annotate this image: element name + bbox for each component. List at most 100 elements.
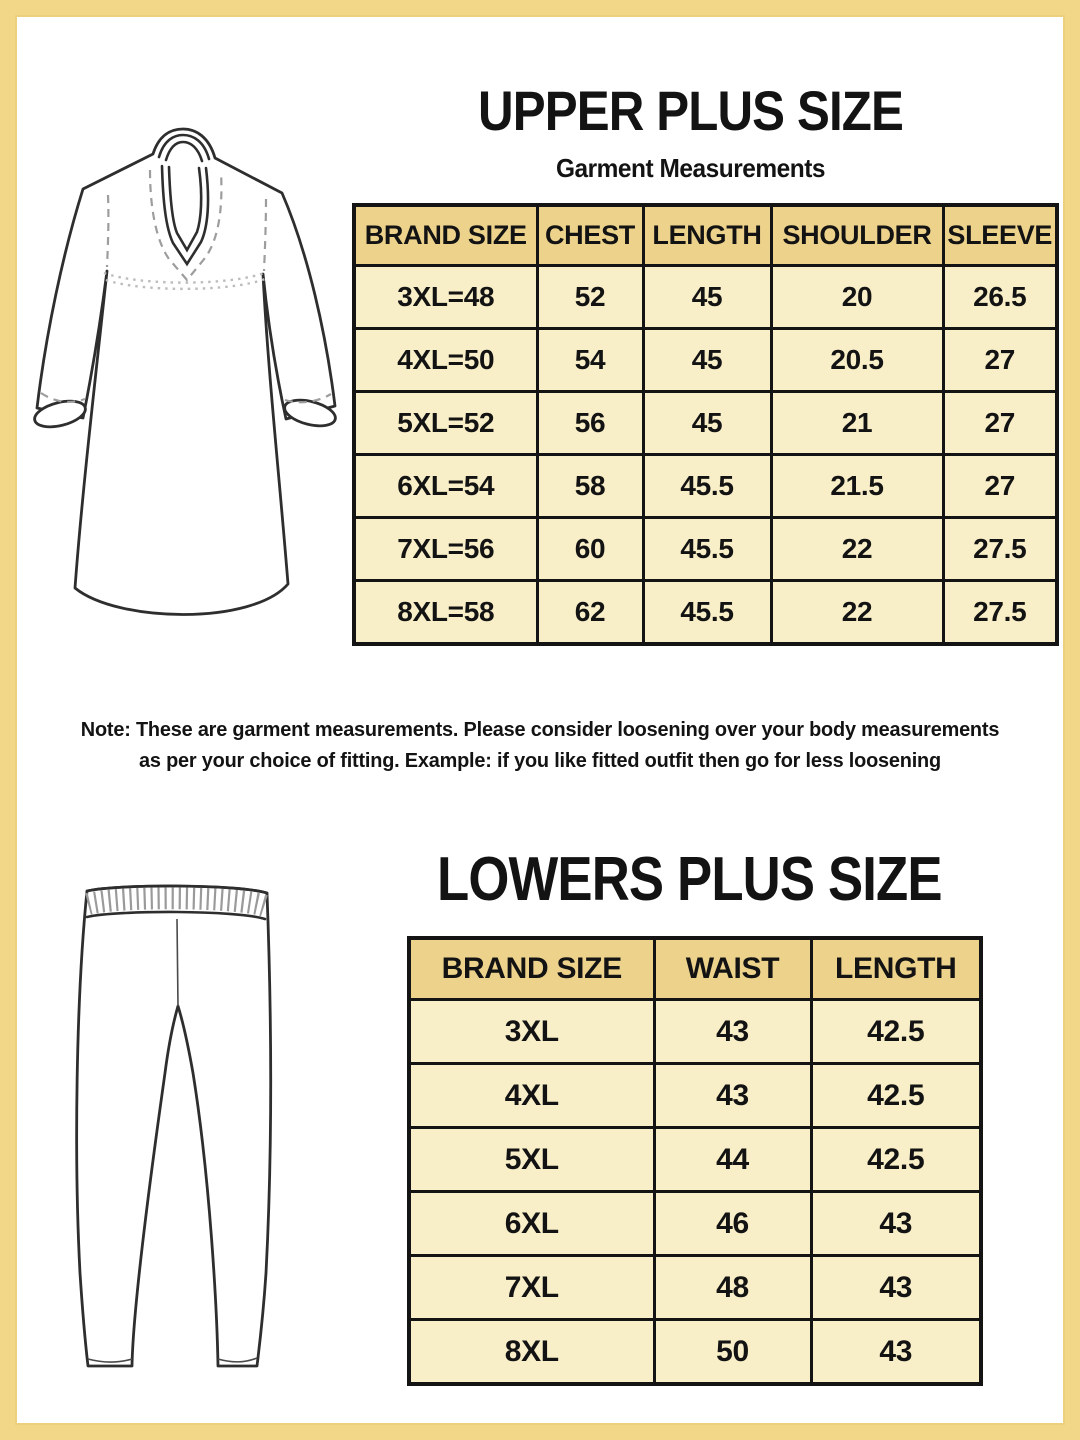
col-header-brand-size: BRAND SIZE (352, 203, 539, 267)
upper-size-table: BRAND SIZE CHEST LENGTH SHOULDER SLEEVE … (352, 203, 1059, 646)
cell: 22 (769, 516, 945, 582)
col-header-sleeve: SLEEVE (941, 203, 1059, 267)
note-text: Note: These are garment measurements. Pl… (55, 715, 1025, 777)
kurta-left-cuff (33, 399, 87, 429)
cell: 43 (809, 1318, 983, 1386)
lower-row-4xl: 4XL 43 42.5 (407, 1062, 983, 1129)
cell: 43 (652, 998, 813, 1065)
cell: 22 (769, 579, 945, 646)
cell: 45.5 (641, 453, 773, 519)
cell: 45 (641, 390, 773, 456)
col-header-chest: CHEST (535, 203, 645, 267)
cell: 54 (535, 327, 645, 393)
leggings-right-hem (217, 1357, 258, 1363)
cell: 7XL=56 (352, 516, 539, 582)
kurta-body-outline (35, 127, 337, 616)
col-header-brand-size: BRAND SIZE (407, 936, 656, 1001)
cell: 45.5 (641, 516, 773, 582)
cell: 4XL=50 (352, 327, 539, 393)
cell: 43 (652, 1062, 813, 1129)
leggings-waistband-ribbing (85, 887, 269, 917)
upper-row-8xl: 8XL=58 62 45.5 22 27.5 (352, 579, 1059, 646)
upper-row-4xl: 4XL=50 54 45 20.5 27 (352, 327, 1059, 393)
kurta-left-yoke-dashed (105, 194, 110, 268)
cell: 27 (941, 453, 1059, 519)
kurta-placket-seam-dashed (148, 169, 223, 282)
cell: 4XL (407, 1062, 656, 1129)
cell: 6XL (407, 1190, 656, 1257)
col-header-shoulder: SHOULDER (769, 203, 945, 267)
lower-size-table: BRAND SIZE WAIST LENGTH 3XL 43 42.5 4XL … (407, 936, 983, 1386)
kurta-collar-line (157, 133, 211, 161)
cell: 3XL=48 (352, 264, 539, 330)
cell: 42.5 (809, 1126, 983, 1193)
kurta-chest-dotted-1 (103, 270, 268, 284)
cell: 5XL=52 (352, 390, 539, 456)
cell: 58 (535, 453, 645, 519)
cell: 21.5 (769, 453, 945, 519)
cell: 5XL (407, 1126, 656, 1193)
kurta-placket-inner (167, 165, 203, 253)
lower-title: LOWERS PLUS SIZE (437, 845, 943, 914)
cell: 27 (941, 390, 1059, 456)
lower-header-row: BRAND SIZE WAIST LENGTH (407, 936, 983, 1001)
cell: 43 (809, 1190, 983, 1257)
cell: 6XL=54 (352, 453, 539, 519)
lower-row-3xl: 3XL 43 42.5 (407, 998, 983, 1065)
upper-row-3xl: 3XL=48 52 45 20 26.5 (352, 264, 1059, 330)
cell: 56 (535, 390, 645, 456)
cell: 62 (535, 579, 645, 646)
cell: 26.5 (941, 264, 1059, 330)
kurta-right-yoke-dashed (262, 198, 268, 272)
cell: 60 (535, 516, 645, 582)
cell: 45 (641, 327, 773, 393)
cell: 46 (652, 1190, 813, 1257)
cell: 48 (652, 1254, 813, 1321)
cell: 45.5 (641, 579, 773, 646)
col-header-waist: WAIST (652, 936, 813, 1001)
cell: 21 (769, 390, 945, 456)
cell: 42.5 (809, 1062, 983, 1129)
cell: 50 (652, 1318, 813, 1386)
kurta-right-cuff-dashed (284, 393, 332, 404)
leggings-illustration (75, 884, 273, 1368)
kurta-placket-outer (160, 164, 210, 267)
upper-row-6xl: 6XL=54 58 45.5 21.5 27 (352, 453, 1059, 519)
leggings-waistband-bottom (85, 910, 267, 921)
cell: 8XL (407, 1318, 656, 1386)
upper-title: UPPER PLUS SIZE (478, 79, 904, 142)
leggings-waistband-top (85, 884, 269, 895)
lower-row-5xl: 5XL 44 42.5 (407, 1126, 983, 1193)
cell: 44 (652, 1126, 813, 1193)
cell: 8XL=58 (352, 579, 539, 646)
cell: 20 (769, 264, 945, 330)
cell: 27 (941, 327, 1059, 393)
cell: 27.5 (941, 579, 1059, 646)
cell: 52 (535, 264, 645, 330)
col-header-length: LENGTH (809, 936, 983, 1001)
cell: 43 (809, 1254, 983, 1321)
kurta-left-cuff-dashed (40, 392, 86, 404)
lower-row-6xl: 6XL 46 43 (407, 1190, 983, 1257)
leggings-left-hem (87, 1358, 133, 1363)
lower-row-8xl: 8XL 50 43 (407, 1318, 983, 1386)
upper-header-row: BRAND SIZE CHEST LENGTH SHOULDER SLEEVE (352, 203, 1059, 267)
col-header-length: LENGTH (641, 203, 773, 267)
cell: 20.5 (769, 327, 945, 393)
upper-subtitle: Garment Measurements (555, 153, 826, 183)
note-line-1: Note: These are garment measurements. Pl… (80, 718, 1000, 741)
cell: 45 (641, 264, 773, 330)
cell: 7XL (407, 1254, 656, 1321)
note-line-2: as per your choice of fitting. Example: … (139, 748, 941, 772)
upper-row-7xl: 7XL=56 60 45.5 22 27.5 (352, 516, 1059, 582)
leggings-outline (75, 884, 273, 1368)
kurta-right-cuff (283, 398, 337, 428)
kurta-collar-line-inner (164, 140, 204, 163)
cell: 3XL (407, 998, 656, 1065)
leggings-center-seam (176, 918, 179, 1007)
kurta-illustration (33, 127, 337, 616)
upper-row-5xl: 5XL=52 56 45 21 27 (352, 390, 1059, 456)
cell: 42.5 (809, 998, 983, 1065)
cell: 27.5 (941, 516, 1059, 582)
